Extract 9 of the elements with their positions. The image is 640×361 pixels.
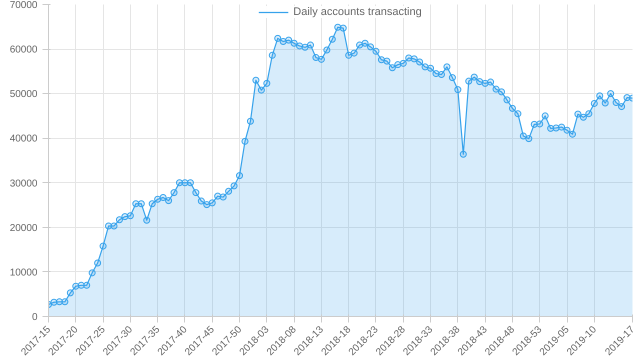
y-tick-label: 30000 <box>10 178 38 190</box>
y-tick-label: 70000 <box>10 0 38 11</box>
y-tick-label: 40000 <box>10 134 38 145</box>
y-tick-label: 20000 <box>10 222 38 234</box>
y-tick-label: 50000 <box>10 89 38 100</box>
y-tick-label: 0 <box>32 312 38 323</box>
y-tick-label: 60000 <box>10 44 38 56</box>
legend-label: Daily accounts transacting <box>293 6 422 18</box>
y-tick-label: 10000 <box>10 267 38 278</box>
